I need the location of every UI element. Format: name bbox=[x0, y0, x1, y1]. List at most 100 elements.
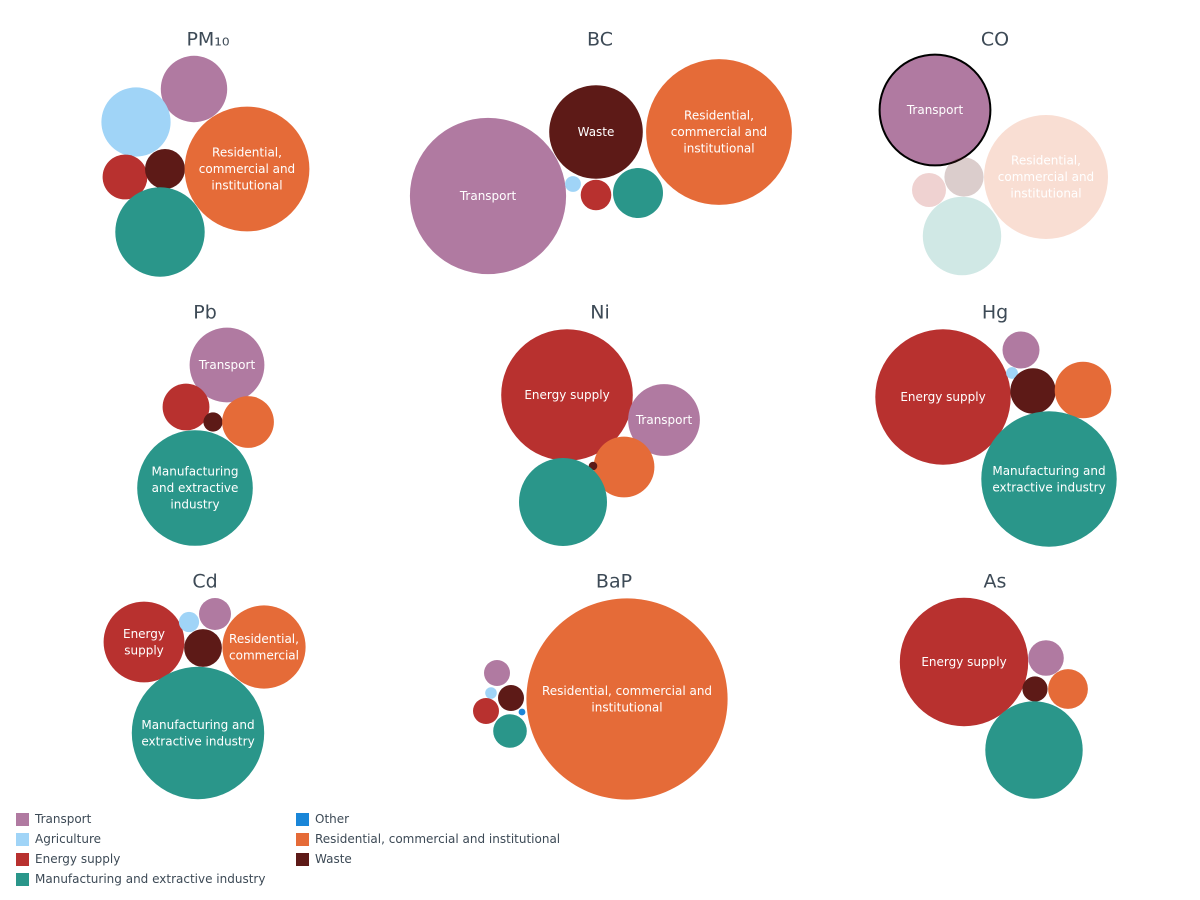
panel-4: Ni Energy supply Transport bbox=[501, 302, 700, 546]
bubble-label-line: Residential, bbox=[229, 631, 299, 645]
bubble-agriculture[interactable] bbox=[485, 687, 497, 699]
bubble-agriculture[interactable] bbox=[101, 87, 171, 157]
bubble-transport[interactable] bbox=[628, 384, 700, 456]
bubble-manufacturing[interactable] bbox=[137, 430, 253, 546]
bubble-transport[interactable] bbox=[484, 660, 510, 686]
bubble-label-line: institutional bbox=[211, 178, 282, 192]
bubble-label: Energy supply bbox=[921, 655, 1006, 669]
bubble-waste[interactable] bbox=[184, 629, 222, 667]
bubble-label: Residential, commercial and institutional bbox=[542, 683, 712, 714]
bubble-label-line: Manufacturing and bbox=[992, 463, 1105, 477]
bubble-waste[interactable] bbox=[145, 149, 185, 189]
legend-swatch bbox=[16, 852, 29, 866]
bubble-transport[interactable] bbox=[878, 53, 992, 167]
bubble-waste[interactable] bbox=[549, 85, 643, 179]
bubble-label-line: extractive industry bbox=[992, 480, 1105, 494]
bubble-waste[interactable] bbox=[944, 157, 984, 197]
bubble-label-line: commercial bbox=[229, 648, 299, 662]
bubble-energy[interactable] bbox=[162, 383, 210, 431]
panel-0: PM₁₀ Residential, commercial and institutio… bbox=[101, 29, 310, 277]
bubble-label-line: institutional bbox=[1010, 186, 1081, 200]
bubble-agriculture[interactable] bbox=[1006, 367, 1018, 379]
panel-title: PM₁₀ bbox=[186, 29, 229, 51]
legend-item-energy[interactable]: Energy supply bbox=[16, 850, 120, 868]
legend-item-residential[interactable]: Residential, commercial and institutiona… bbox=[296, 830, 560, 848]
bubble-manufacturing[interactable] bbox=[519, 458, 607, 546]
bubble-residential[interactable] bbox=[222, 605, 306, 689]
bubble-transport[interactable] bbox=[409, 117, 567, 275]
bubble-transport[interactable] bbox=[199, 598, 231, 630]
bubble-agriculture[interactable] bbox=[565, 176, 581, 192]
legend-item-waste[interactable]: Waste bbox=[296, 850, 352, 868]
bubble-label: Energy supply bbox=[123, 626, 165, 657]
panel-title: As bbox=[984, 571, 1007, 593]
bubble-waste[interactable] bbox=[1022, 676, 1048, 702]
legend-item-other[interactable]: Other bbox=[296, 810, 349, 828]
bubble-waste[interactable] bbox=[203, 412, 223, 432]
bubble-transport[interactable] bbox=[1002, 331, 1040, 369]
bubble-transport[interactable] bbox=[1028, 640, 1064, 676]
bubble-energy[interactable] bbox=[501, 329, 633, 461]
bubble-waste[interactable] bbox=[1010, 368, 1056, 414]
bubble-agriculture[interactable] bbox=[178, 611, 200, 633]
legend-item-agriculture[interactable]: Agriculture bbox=[16, 830, 101, 848]
bubble-label-line: Energy supply bbox=[921, 655, 1006, 669]
bubble-energy[interactable] bbox=[899, 597, 1029, 727]
bubble-energy[interactable] bbox=[473, 698, 499, 724]
panel-5: Hg Energy supply Manufacturing and extracti… bbox=[875, 302, 1117, 547]
bubble-manufacturing[interactable] bbox=[981, 411, 1117, 547]
legend-swatch bbox=[16, 832, 29, 846]
bubble-label: Manufacturing and extractive industry bbox=[152, 464, 239, 511]
bubble-other[interactable] bbox=[518, 708, 526, 716]
legend-swatch bbox=[16, 872, 29, 886]
panel-3: Pb Transport Manufacturing and extractive in… bbox=[137, 302, 274, 546]
bubble-transport[interactable] bbox=[189, 327, 265, 403]
bubble-label: Residential, commercial and institutional bbox=[998, 153, 1094, 200]
bubble-residential[interactable] bbox=[593, 436, 655, 498]
bubble-label: Transport bbox=[906, 103, 964, 117]
bubble-residential[interactable] bbox=[1048, 669, 1088, 709]
legend-item-transport[interactable]: Transport bbox=[16, 810, 91, 828]
legend-item-manufacturing[interactable]: Manufacturing and extractive industry bbox=[16, 870, 265, 888]
bubble-energy[interactable] bbox=[103, 601, 185, 683]
bubble-manufacturing[interactable] bbox=[131, 666, 265, 800]
bubble-label: Transport bbox=[198, 358, 256, 372]
bubble-label: Residential, commercial and institutional bbox=[671, 108, 767, 155]
bubble-manufacturing[interactable] bbox=[922, 196, 1002, 276]
legend-swatch bbox=[296, 812, 309, 826]
bubble-transport[interactable] bbox=[160, 55, 228, 123]
bubble-residential[interactable] bbox=[984, 115, 1108, 239]
bubble-manufacturing[interactable] bbox=[493, 714, 527, 748]
bubble-residential[interactable] bbox=[1054, 361, 1112, 419]
panel-8: As Energy supply bbox=[899, 571, 1088, 799]
bubble-label-line: Manufacturing bbox=[152, 464, 239, 478]
bubble-label-line: Residential, bbox=[212, 145, 282, 159]
bubble-label-line: Energy supply bbox=[524, 388, 609, 402]
bubble-label-line: industry bbox=[170, 497, 219, 511]
bubble-label: Transport bbox=[459, 189, 517, 203]
legend-label: Manufacturing and extractive industry bbox=[35, 872, 266, 886]
bubble-manufacturing[interactable] bbox=[115, 187, 205, 277]
bubble-energy[interactable] bbox=[580, 179, 612, 211]
chart-legend: Transport Agriculture Energy supply Manufac… bbox=[16, 810, 716, 890]
panel-1: BC Transport Waste Residential, commercial a… bbox=[409, 29, 792, 275]
bubble-label-line: institutional bbox=[683, 141, 754, 155]
legend-label: Agriculture bbox=[35, 832, 101, 846]
bubble-energy[interactable] bbox=[912, 173, 946, 207]
legend-label: Waste bbox=[315, 852, 352, 866]
bubble-energy[interactable] bbox=[875, 329, 1011, 465]
panel-title: BaP bbox=[596, 571, 632, 593]
bubble-residential[interactable] bbox=[526, 598, 728, 800]
bubble-manufacturing[interactable] bbox=[613, 168, 663, 218]
bubble-label-line: supply bbox=[124, 643, 164, 657]
bubble-residential[interactable] bbox=[646, 59, 792, 205]
bubble-manufacturing[interactable] bbox=[985, 701, 1083, 799]
legend-swatch bbox=[296, 832, 309, 846]
bubble-waste[interactable] bbox=[498, 685, 524, 711]
bubble-residential[interactable] bbox=[222, 396, 274, 448]
bubble-label-line: Residential, commercial and bbox=[542, 683, 712, 697]
bubble-label-line: institutional bbox=[591, 700, 662, 714]
bubble-residential[interactable] bbox=[184, 106, 310, 232]
bubble-energy[interactable] bbox=[102, 154, 148, 200]
